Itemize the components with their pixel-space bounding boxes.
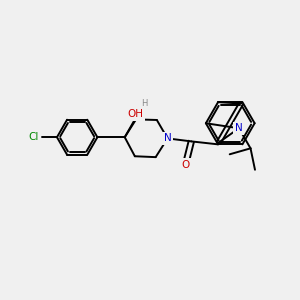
Text: N: N (235, 123, 243, 133)
Text: N: N (164, 134, 171, 143)
Text: OH: OH (128, 109, 144, 119)
Text: O: O (181, 160, 190, 170)
Text: Cl: Cl (28, 132, 39, 142)
Text: H: H (141, 99, 147, 108)
